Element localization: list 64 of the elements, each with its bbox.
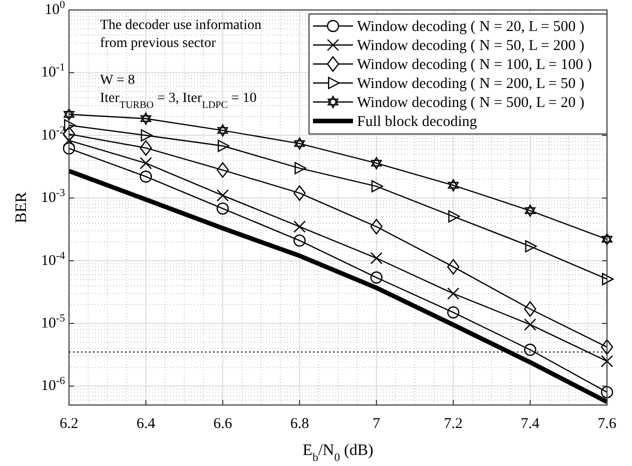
point bbox=[524, 318, 536, 331]
point bbox=[218, 140, 230, 152]
point bbox=[602, 272, 614, 286]
point bbox=[371, 180, 384, 192]
point bbox=[62, 126, 76, 142]
point bbox=[447, 287, 460, 300]
legend-label: Window decoding ( N = 500, L = 20 ) bbox=[357, 95, 584, 111]
point bbox=[140, 112, 152, 125]
point bbox=[140, 129, 153, 142]
legend-label: Full block decoding bbox=[357, 114, 478, 130]
point bbox=[216, 162, 229, 178]
point bbox=[293, 234, 306, 247]
point bbox=[524, 344, 536, 356]
point bbox=[524, 204, 536, 217]
point bbox=[216, 189, 229, 202]
point bbox=[140, 170, 152, 183]
point bbox=[140, 140, 152, 156]
point bbox=[293, 220, 306, 233]
y-tick-label: 10$^{-6}$ bbox=[41, 375, 66, 394]
point bbox=[600, 355, 614, 368]
y-tick-label: 10$^{-3}$ bbox=[41, 187, 65, 206]
y-axis-title: BER bbox=[13, 192, 30, 224]
point bbox=[371, 157, 382, 170]
x-tick-label: 6.4 bbox=[136, 416, 156, 432]
point bbox=[600, 386, 614, 398]
point bbox=[447, 306, 460, 318]
point bbox=[64, 108, 74, 121]
x-tick-label: 7.4 bbox=[520, 416, 540, 432]
point bbox=[140, 157, 152, 170]
point bbox=[216, 202, 229, 215]
point bbox=[370, 218, 383, 234]
point bbox=[524, 301, 536, 317]
point bbox=[217, 124, 228, 137]
point bbox=[370, 252, 383, 264]
point bbox=[64, 119, 76, 132]
x-tick-label: 7.6 bbox=[598, 416, 617, 432]
x-tick-label: 7.2 bbox=[444, 416, 463, 432]
point bbox=[447, 259, 460, 275]
annotation: W = 8 bbox=[100, 73, 135, 88]
point bbox=[525, 240, 537, 252]
legend-label: Window decoding ( N = 200, L = 50 ) bbox=[357, 76, 584, 92]
x-tick-label: 6.6 bbox=[213, 416, 233, 432]
point bbox=[370, 271, 383, 284]
y-tick-label: 10$^{0}$ bbox=[44, 0, 65, 18]
point bbox=[294, 162, 306, 174]
legend-label: Window decoding ( N = 100, L = 100 ) bbox=[357, 57, 592, 73]
point bbox=[293, 185, 306, 201]
legend-label: Window decoding ( N = 50, L = 200 ) bbox=[357, 38, 584, 54]
x-axis-title: E$_{b}$/N$_{0}$ (dB) bbox=[302, 442, 374, 464]
point bbox=[602, 233, 612, 246]
x-tick-label: 6.2 bbox=[60, 416, 78, 432]
y-tick-label: 10$^{-5}$ bbox=[41, 312, 65, 332]
point bbox=[448, 179, 459, 192]
x-tick-label: 7 bbox=[372, 416, 381, 432]
annotation: The decoder use information from previous sector bbox=[100, 18, 262, 51]
point bbox=[62, 142, 76, 154]
point bbox=[600, 339, 614, 355]
point bbox=[448, 210, 460, 222]
y-tick-label: 10$^{-1}$ bbox=[41, 62, 65, 81]
point bbox=[294, 137, 305, 150]
legend-label: Window decoding ( N = 20, L = 500 ) bbox=[357, 19, 584, 35]
annotation: Iter$_{TURBO}$ = 3, Iter$_{LDPC}$ = 10 bbox=[100, 91, 257, 110]
y-tick-label: 10$^{-4}$ bbox=[41, 250, 66, 269]
x-tick-label: 6.8 bbox=[290, 416, 309, 432]
